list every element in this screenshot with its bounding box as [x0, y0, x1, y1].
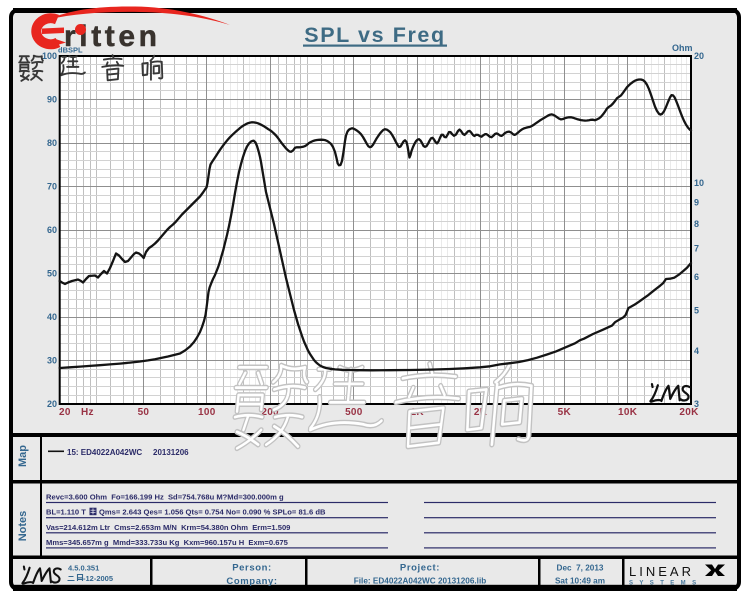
svg-text:9: 9	[694, 197, 699, 207]
svg-text:SYSTEMS: SYSTEMS	[629, 581, 702, 587]
svg-text:90: 90	[47, 95, 57, 105]
svg-text:100: 100	[42, 51, 57, 61]
svg-text:Dec 7, 2013: Dec 7, 2013	[557, 564, 604, 573]
svg-text:2K: 2K	[474, 407, 488, 418]
svg-text:SPL vs Freq: SPL vs Freq	[304, 23, 445, 47]
svg-text:70: 70	[47, 182, 57, 192]
svg-text:4: 4	[694, 346, 699, 356]
svg-text:20131206: 20131206	[153, 448, 189, 457]
svg-text:Ohm: Ohm	[672, 43, 693, 53]
svg-text:10: 10	[694, 178, 704, 188]
svg-text:20: 20	[694, 51, 704, 61]
svg-text:30: 30	[47, 356, 57, 366]
svg-text:Vas=214.612m Ltr Cms=2.653m M: Vas=214.612m Ltr Cms=2.653m M/N Krm=54.3…	[46, 523, 290, 532]
svg-text:7: 7	[694, 244, 699, 254]
svg-text:50: 50	[138, 407, 150, 418]
svg-text:15: ED4022A042WC: 15: ED4022A042WC	[67, 448, 142, 457]
svg-text:500: 500	[345, 407, 363, 418]
svg-text:80: 80	[47, 138, 57, 148]
svg-text:50: 50	[47, 269, 57, 279]
svg-text:4.5.0.351: 4.5.0.351	[68, 564, 99, 573]
svg-text:dBSPL: dBSPL	[58, 46, 83, 55]
svg-text:8: 8	[694, 219, 699, 229]
svg-text:Notes: Notes	[17, 511, 29, 542]
svg-text:File: ED4022A042WC 20131206.li: File: ED4022A042WC 20131206.lib	[354, 577, 486, 586]
svg-text:60: 60	[47, 225, 57, 235]
svg-text:Company:: Company:	[226, 576, 277, 587]
svg-text:Person:: Person:	[232, 563, 272, 574]
svg-text:Mms=345.657m g Mmd=333.733u K: Mms=345.657m g Mmd=333.733u Kg Kxm=960.1…	[46, 538, 289, 547]
svg-text:6: 6	[694, 272, 699, 282]
svg-text:Project:: Project:	[400, 563, 440, 574]
svg-text:100: 100	[198, 407, 216, 418]
svg-text:BL=1.110 T: BL=1.110 T	[46, 508, 86, 517]
svg-text:LINEAR: LINEAR	[629, 564, 694, 579]
svg-text:Sat 10:49 am: Sat 10:49 am	[555, 577, 605, 586]
svg-text:Hz: Hz	[81, 407, 94, 418]
svg-text:5: 5	[694, 305, 699, 315]
svg-text:Revc=3.600 Ohm Fo=166.199 Hz: Revc=3.600 Ohm Fo=166.199 Hz Sd=754.768u…	[46, 493, 284, 502]
svg-text:10K: 10K	[618, 407, 638, 418]
svg-text:200: 200	[261, 407, 279, 418]
svg-text:40: 40	[47, 312, 57, 322]
svg-text:20: 20	[59, 407, 71, 418]
svg-text:5K: 5K	[558, 407, 572, 418]
svg-text:20K: 20K	[679, 407, 699, 418]
svg-text:Qms= 2.643 Qes= 1.056 Qts= 0.7: Qms= 2.643 Qes= 1.056 Qts= 0.754 No= 0.0…	[99, 508, 326, 517]
svg-text:20: 20	[47, 399, 57, 409]
svg-text:-12-2005: -12-2005	[83, 574, 113, 583]
svg-text:Map: Map	[17, 445, 29, 467]
svg-text:3: 3	[694, 399, 699, 409]
